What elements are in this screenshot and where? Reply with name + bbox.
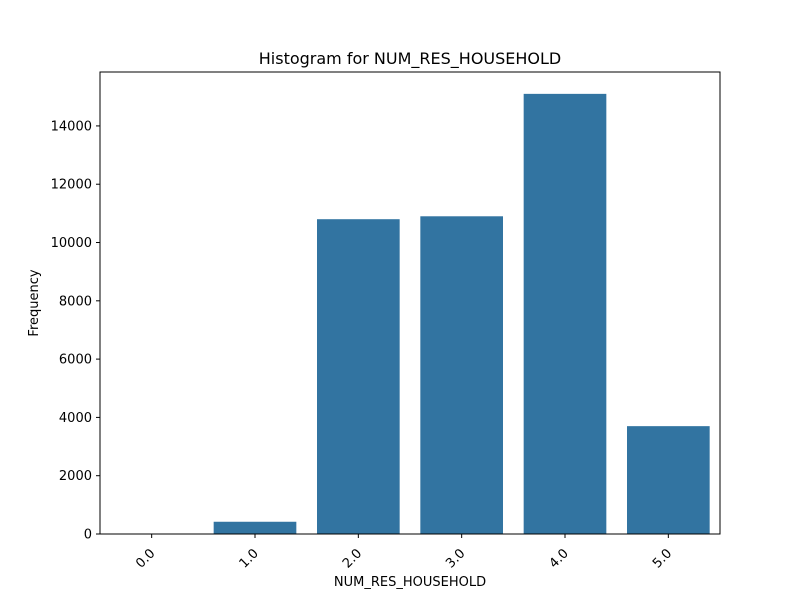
bar-group <box>213 93 710 535</box>
bar-4.0 <box>523 93 607 534</box>
plot-frame <box>99 71 721 535</box>
y-tick-label: 14000 <box>51 119 92 134</box>
y-tick-label: 0 <box>84 528 92 543</box>
x-tick-label: 2.0 <box>340 546 365 571</box>
x-tick-label: 1.0 <box>237 546 262 571</box>
y-tick-label: 6000 <box>59 353 92 368</box>
y-axis: 0 2000 4000 6000 8000 10000 12000 14000 <box>51 119 100 543</box>
y-tick-label: 2000 <box>59 469 92 484</box>
y-tick-label: 12000 <box>51 178 92 193</box>
x-axis: 0.0 1.0 2.0 3.0 4.0 5.0 <box>133 534 675 571</box>
y-tick-label: 4000 <box>59 411 92 426</box>
chart-title: Histogram for NUM_RES_HOUSEHOLD <box>259 49 562 69</box>
bar-2.0 <box>317 219 400 535</box>
x-tick-label: 4.0 <box>547 546 572 571</box>
x-tick-label: 3.0 <box>443 546 468 571</box>
x-axis-label: NUM_RES_HOUSEHOLD <box>334 575 486 590</box>
bar-5.0 <box>627 426 710 534</box>
y-tick-label: 10000 <box>51 236 92 251</box>
y-tick-label: 8000 <box>59 294 92 309</box>
x-tick-label: 0.0 <box>133 546 158 571</box>
bar-1.0 <box>213 521 297 534</box>
y-axis-label: Frequency <box>27 269 42 336</box>
bar-3.0 <box>420 216 503 534</box>
x-tick-label: 5.0 <box>650 546 675 571</box>
